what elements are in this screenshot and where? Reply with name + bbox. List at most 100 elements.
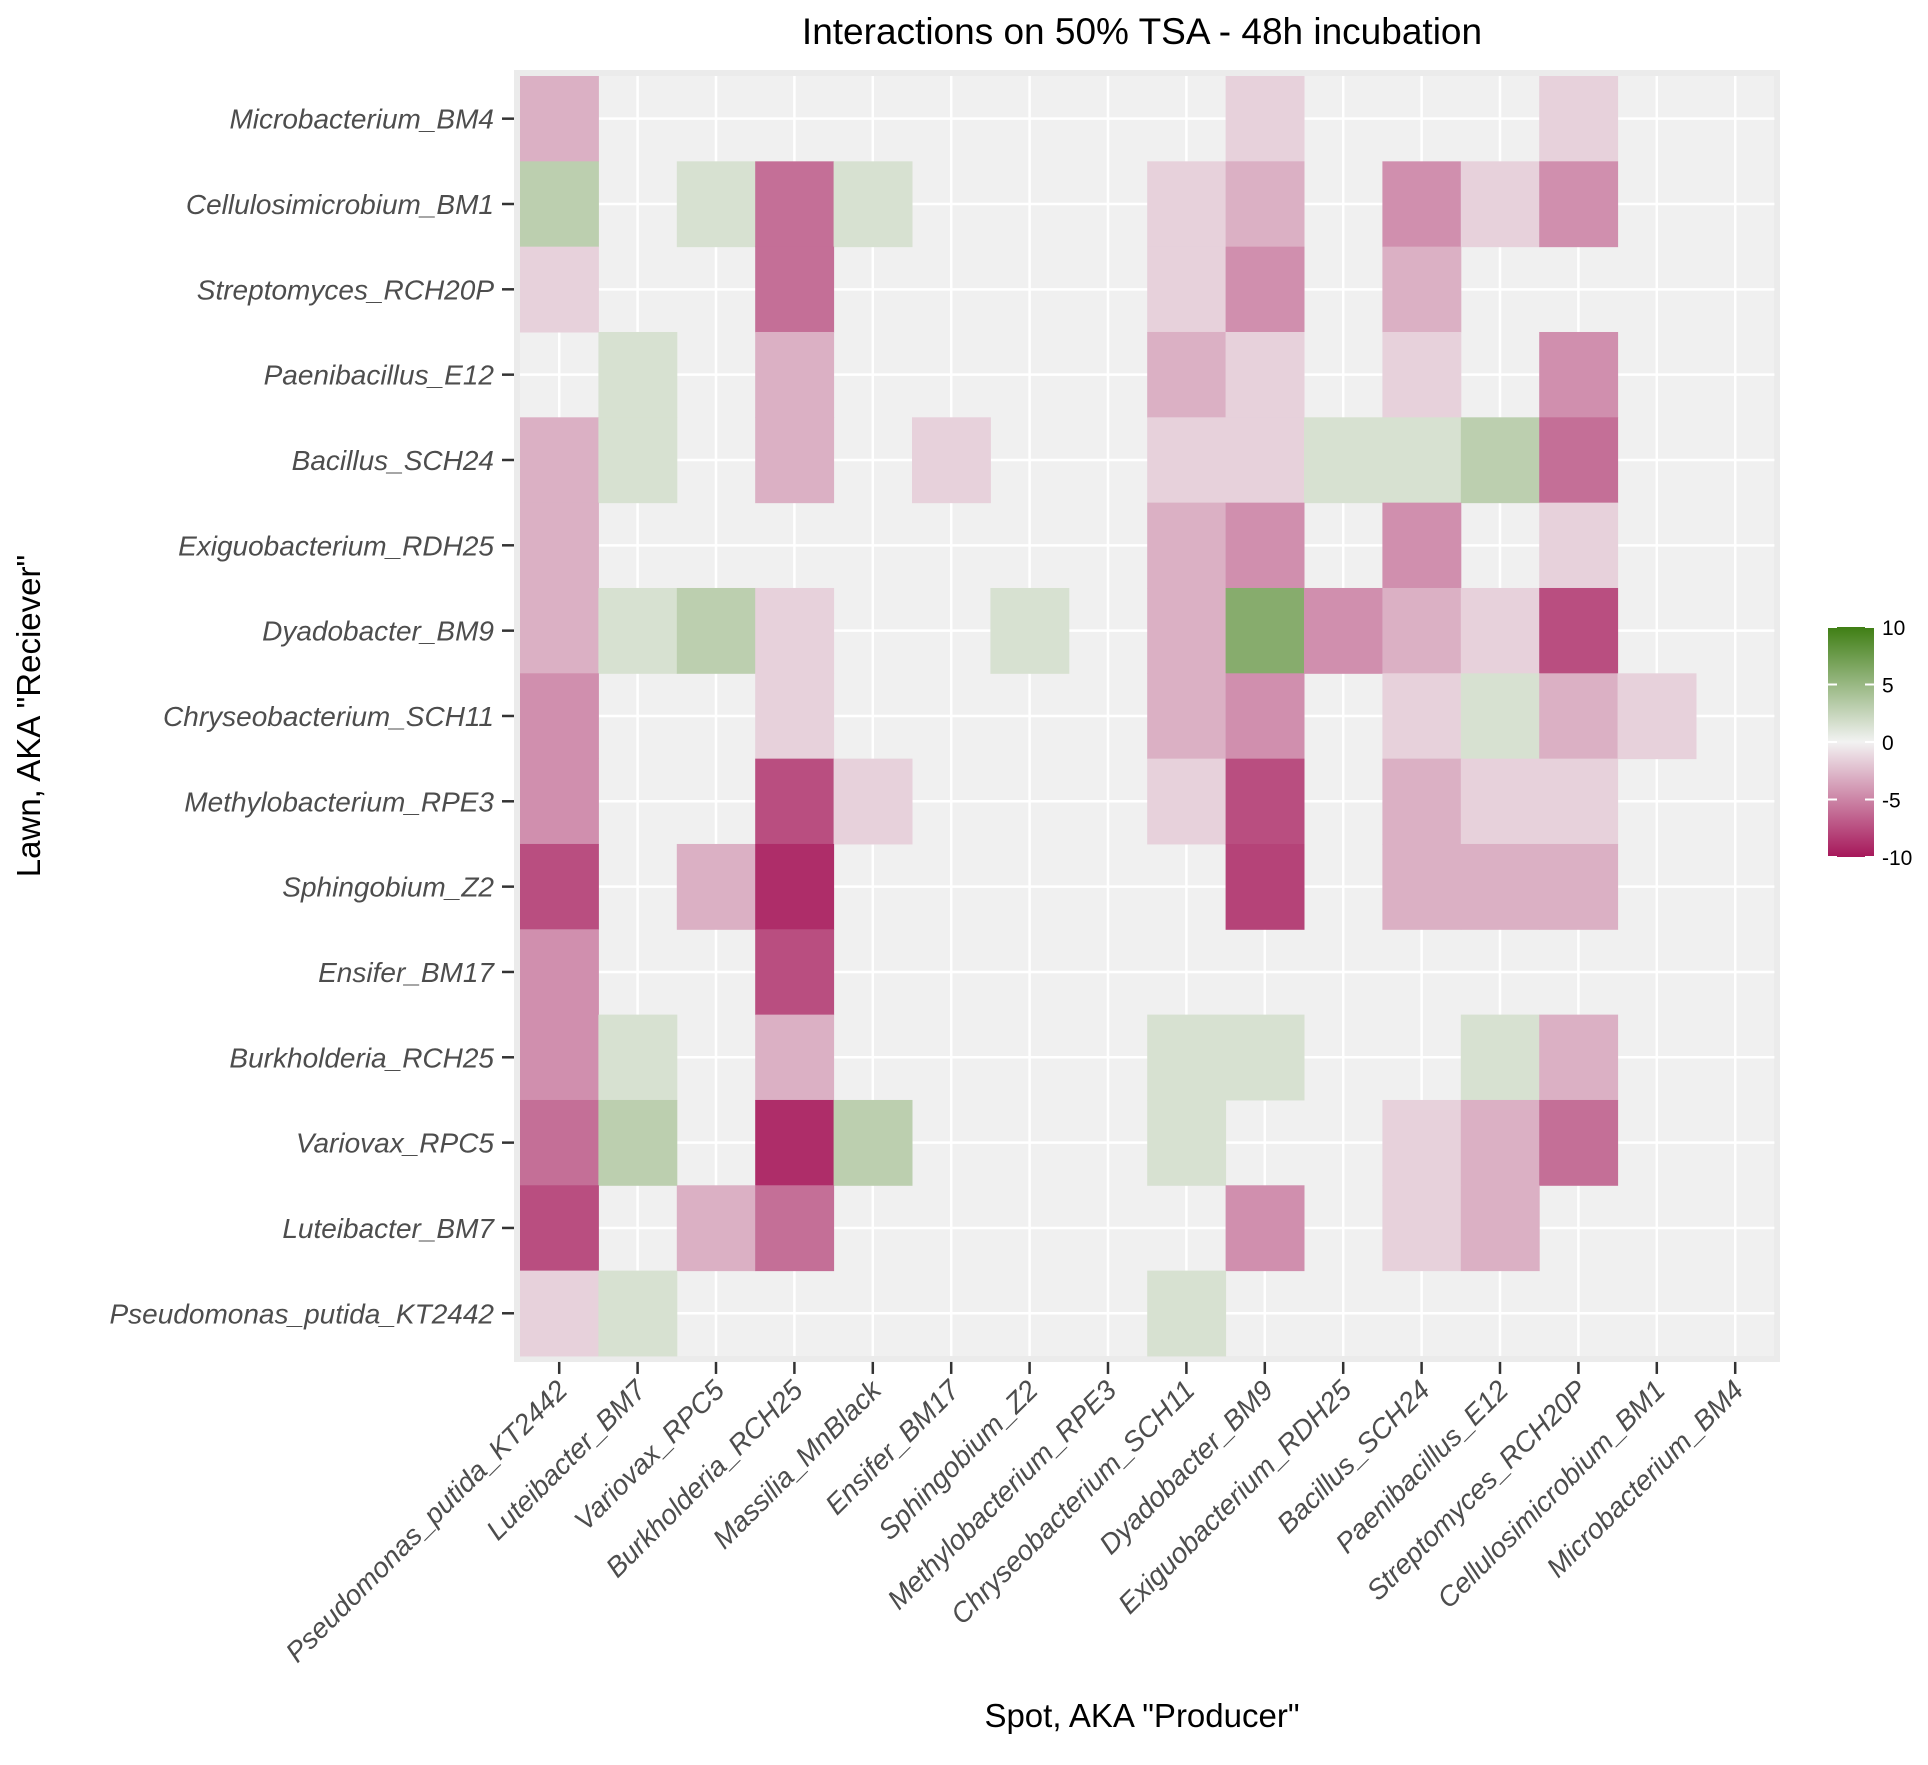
heatmap-cell	[598, 1270, 678, 1357]
y-tick-label: Pseudomonas_putida_KT2442	[109, 1298, 494, 1329]
heatmap-cell	[598, 1099, 678, 1186]
heatmap-cell	[1147, 1099, 1227, 1186]
heatmap-cell	[1147, 502, 1227, 589]
heatmap-cell	[1460, 843, 1540, 930]
legend-tick-label: 10	[1882, 617, 1905, 640]
heatmap-cell	[1382, 246, 1462, 333]
y-tick-label: Bacillus_SCH24	[292, 445, 494, 476]
x-tick-label: Pseudomonas_putida_KT2442	[280, 1374, 574, 1668]
heatmap-cell	[1147, 246, 1227, 333]
heatmap-cell	[1147, 161, 1227, 248]
legend-tick-label: 5	[1882, 675, 1894, 698]
y-tick-label: Chryseobacterium_SCH11	[163, 701, 494, 732]
heatmap-cell	[676, 1185, 756, 1272]
heatmap-cell	[1539, 331, 1619, 418]
heatmap-cell	[1382, 1185, 1462, 1272]
heatmap-cell	[1304, 587, 1383, 674]
heatmap-cell	[1382, 331, 1462, 418]
heatmap-cell	[1382, 1099, 1462, 1186]
heatmap-cell	[520, 673, 599, 760]
heatmap-cell	[1147, 417, 1227, 504]
heatmap-cell	[1539, 502, 1619, 589]
heatmap-cell	[598, 587, 678, 674]
heatmap-cell	[755, 673, 835, 760]
heatmap-cell	[598, 417, 678, 504]
heatmap-cell	[1460, 1185, 1540, 1272]
heatmap-cell	[1539, 76, 1619, 162]
heatmap-cell	[520, 246, 599, 333]
heatmap-cell	[1460, 1014, 1540, 1101]
heatmap-cell	[755, 758, 835, 845]
heatmap-cell	[1539, 758, 1619, 845]
heatmap-cell	[520, 929, 599, 1016]
x-tick-label: Ensifer_BM17	[819, 1373, 966, 1520]
heatmap-cell	[1382, 587, 1462, 674]
heatmap-cell	[1225, 502, 1305, 589]
heatmap-cell	[520, 417, 599, 504]
heatmap-cell	[755, 1014, 835, 1101]
heatmap-cell	[1225, 673, 1305, 760]
heatmap-cell	[755, 331, 835, 418]
heatmap-cell	[755, 843, 835, 930]
heatmap-cell	[1460, 1099, 1540, 1186]
heatmap-cell	[520, 758, 599, 845]
heatmap-cell	[755, 1099, 835, 1186]
heatmap-cell	[1460, 417, 1540, 504]
legend-tick-label: -10	[1882, 847, 1912, 870]
heatmap-cell	[990, 587, 1070, 674]
y-tick-label: Variovax_RPC5	[296, 1128, 495, 1159]
heatmap-cell	[1304, 417, 1383, 504]
heatmap-cell	[1460, 161, 1540, 248]
color-legend: 10 5 0 -5 -10	[1828, 617, 1912, 870]
heatmap-cell	[520, 843, 599, 930]
heatmap-cell	[598, 331, 678, 418]
heatmap-cell	[1539, 1099, 1619, 1186]
heatmap-cell	[520, 502, 599, 589]
heatmap-cell	[1147, 587, 1227, 674]
heatmap-cell	[1147, 1270, 1227, 1357]
heatmap-cell	[520, 1014, 599, 1101]
heatmap-cell	[833, 758, 913, 845]
legend-tick-label: 0	[1882, 732, 1894, 755]
heatmap-cell	[755, 1185, 835, 1272]
heatmap-cell	[1225, 843, 1305, 930]
heatmap-cell	[1539, 1014, 1619, 1101]
heatmap-cell	[1382, 161, 1462, 248]
heatmap-cell	[1225, 1014, 1305, 1101]
y-axis-title: Lawn, AKA "Reciever"	[10, 555, 47, 877]
heatmap-cell	[1147, 1014, 1227, 1101]
legend-tick-label: -5	[1882, 790, 1901, 813]
heatmap-cell	[1539, 417, 1619, 504]
heatmap-cell	[1225, 331, 1305, 418]
y-tick-label: Cellulosimicrobium_BM1	[186, 189, 494, 220]
heatmap-cell	[912, 417, 991, 504]
y-tick-label: Luteibacter_BM7	[282, 1213, 495, 1244]
heatmap-cell	[520, 76, 599, 162]
heatmap-cell	[755, 161, 835, 248]
heatmap-cell	[676, 843, 756, 930]
heatmap-cell	[1460, 673, 1540, 760]
heatmap-cell	[1225, 76, 1305, 162]
heatmap-cell	[1460, 587, 1540, 674]
heatmap-cell	[1147, 758, 1227, 845]
heatmap-cell	[1225, 758, 1305, 845]
heatmap-cell	[1147, 673, 1227, 760]
y-axis-ticks: Microbacterium_BM4 Cellulosimicrobium_BM1…	[109, 104, 514, 1329]
y-tick-label: Ensifer_BM17	[318, 957, 495, 988]
heatmap-cell	[1382, 417, 1462, 504]
heatmap-cell	[520, 1099, 599, 1186]
heatmap-cell	[1382, 502, 1462, 589]
x-axis-title: Spot, AKA "Producer"	[984, 1697, 1299, 1734]
heatmap-cell	[833, 161, 913, 248]
y-tick-label: Dyadobacter_BM9	[262, 616, 494, 647]
heatmap-cell	[520, 1270, 599, 1357]
heatmap-cell	[1539, 673, 1619, 760]
heatmap-cell	[520, 161, 599, 248]
x-axis-ticks: Pseudomonas_putida_KT2442Luteibacter_BM7…	[280, 1361, 1749, 1668]
heatmap-cell	[598, 1014, 678, 1101]
heatmap-cell	[755, 417, 835, 504]
heatmap-cell	[1382, 673, 1462, 760]
heatmap-cell	[1225, 1185, 1305, 1272]
